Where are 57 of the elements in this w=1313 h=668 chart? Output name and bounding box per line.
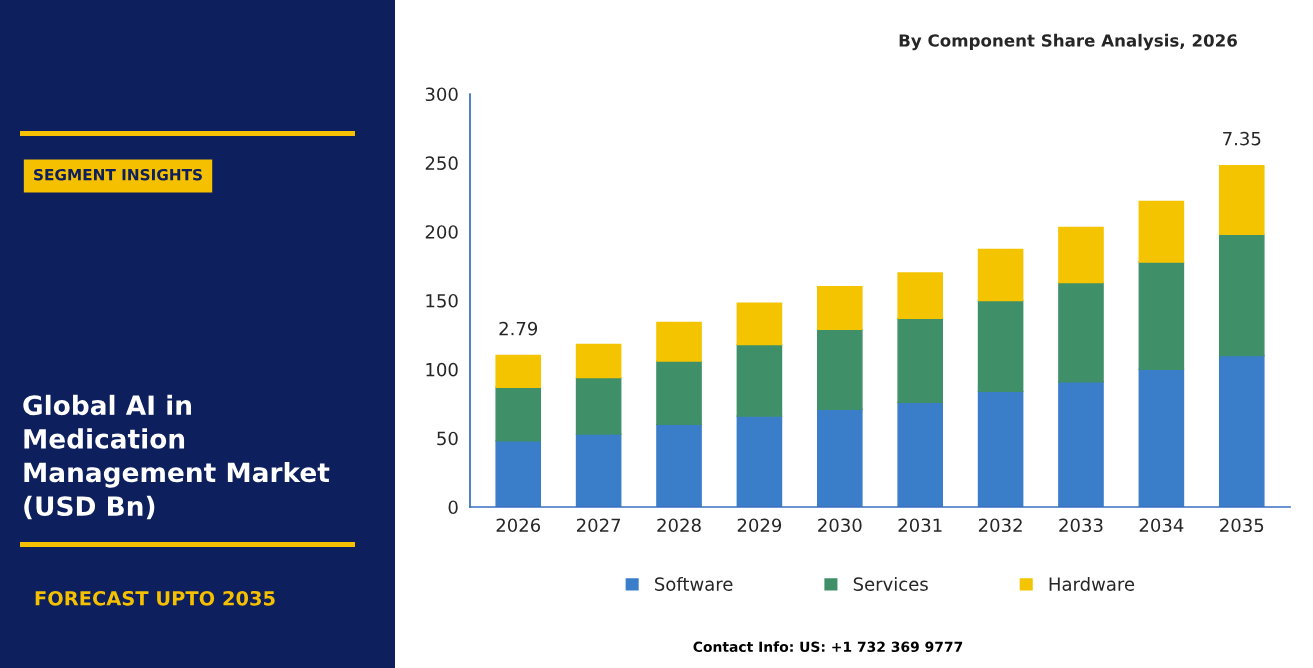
- text: Contact Info: US: +1 732 369 9777: [693, 641, 963, 653]
- bar: [736, 415, 783, 507]
- bar: [1218, 164, 1265, 236]
- bar: [897, 317, 943, 404]
- bar: [495, 440, 542, 507]
- annotation: 7.35: [1223, 131, 1261, 146]
- annotation: 2.79: [499, 321, 538, 336]
- y-tick-label: 0: [448, 500, 458, 515]
- legend-label: Services: [853, 576, 928, 591]
- bar: [817, 328, 863, 410]
- bar: [897, 272, 943, 320]
- bar: [817, 286, 863, 331]
- x-tick-label: 2026: [496, 518, 541, 533]
- bar: [656, 321, 702, 362]
- legend-label: Hardware: [1049, 576, 1135, 591]
- bar: [656, 423, 702, 507]
- bar: [1058, 281, 1104, 383]
- x-tick-label: 2035: [1220, 518, 1264, 533]
- bar: [897, 401, 943, 507]
- text: FORECAST UPTO 2035: [35, 590, 275, 606]
- bar: [1218, 354, 1265, 507]
- chart-subtitle: By Component Share Analysis, 2026: [899, 33, 1237, 51]
- text: SEGMENT INSIGHTS: [34, 168, 202, 181]
- x-tick-label: 2031: [898, 518, 942, 533]
- x-tick-label: 2033: [1059, 518, 1103, 533]
- bar: [977, 390, 1024, 507]
- x-tick-label: 2027: [576, 518, 621, 533]
- y-tick-label: 250: [425, 156, 458, 170]
- bar: [575, 343, 622, 379]
- bar: [977, 299, 1024, 393]
- bar: [656, 360, 702, 426]
- bar: [736, 343, 783, 417]
- bar: [575, 433, 622, 507]
- bar: [495, 354, 542, 388]
- x-tick-label: 2030: [818, 518, 862, 533]
- bar: [1138, 261, 1185, 371]
- bar: [1138, 200, 1185, 263]
- y-tick-label: 200: [425, 225, 458, 239]
- y-tick-label: 300: [425, 87, 458, 102]
- bar: [495, 386, 542, 442]
- x-tick-label: 2029: [737, 518, 782, 533]
- bar: [1138, 368, 1185, 507]
- bar: [977, 248, 1024, 302]
- bar: [1058, 226, 1104, 284]
- legend-label: Software: [655, 576, 733, 591]
- bar: [1218, 233, 1265, 357]
- bar: [1058, 381, 1104, 507]
- x-tick-label: 2032: [978, 518, 1022, 533]
- y-tick-label: 50: [437, 431, 458, 446]
- x-tick-label: 2028: [657, 518, 701, 533]
- x-tick-label: 2034: [1139, 518, 1184, 533]
- bar: [817, 408, 863, 507]
- bar: [575, 376, 622, 435]
- bar: [736, 302, 783, 346]
- y-tick-label: 100: [426, 362, 458, 377]
- text: Global AI in Medication Management Market (USD Bn): [23, 394, 330, 520]
- y-tick-label: 150: [426, 293, 458, 308]
